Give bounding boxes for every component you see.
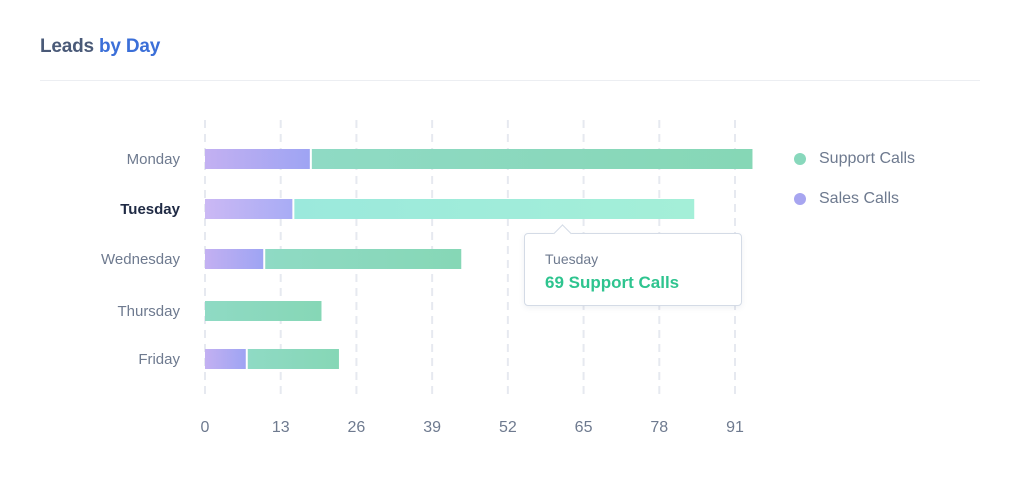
support-calls-dot-icon [794, 153, 806, 165]
y-label-thursday: Thursday [117, 303, 180, 320]
bar-sales-calls-friday [205, 349, 246, 369]
bar-support-calls-monday [311, 149, 753, 169]
chart-title-part2: by Day [99, 36, 161, 57]
tooltip: Tuesday 69 Support Calls [524, 224, 742, 306]
y-label-wednesday: Wednesday [101, 251, 180, 268]
x-tick-label-26: 26 [348, 419, 366, 436]
bar-sales-calls-tuesday [205, 199, 293, 219]
x-tick-label-13: 13 [272, 419, 290, 436]
legend-item-support-calls[interactable]: Support Calls [794, 148, 915, 170]
legend: Support Calls Sales Calls [794, 148, 915, 228]
legend-label-support-calls: Support Calls [819, 150, 916, 167]
bar-support-calls-wednesday [265, 249, 462, 269]
x-tick-label-78: 78 [650, 419, 668, 436]
chart-title: Leads by Day [40, 36, 160, 58]
x-tick-label-91: 91 [726, 419, 744, 436]
header-divider [40, 80, 980, 81]
bar-sales-calls-monday [205, 149, 310, 169]
bar-support-calls-thursday [205, 301, 322, 321]
legend-item-sales-calls[interactable]: Sales Calls [794, 188, 915, 210]
bar-support-calls-tuesday [294, 199, 695, 219]
x-tick-label-52: 52 [499, 419, 517, 436]
sales-calls-dot-icon [794, 193, 806, 205]
legend-label-sales-calls: Sales Calls [819, 190, 900, 207]
bar-support-calls-friday [247, 349, 339, 369]
bar-sales-calls-wednesday [205, 249, 264, 269]
chart-title-part1: Leads [40, 36, 94, 57]
x-tick-label-39: 39 [423, 419, 441, 436]
y-label-monday: Monday [127, 151, 181, 168]
y-label-tuesday: Tuesday [120, 201, 180, 218]
x-tick-label-0: 0 [201, 419, 210, 436]
x-tick-label-65: 65 [575, 419, 593, 436]
y-label-friday: Friday [138, 351, 180, 368]
tooltip-value: 69 Support Calls [545, 273, 680, 292]
tooltip-day: Tuesday [545, 251, 599, 267]
